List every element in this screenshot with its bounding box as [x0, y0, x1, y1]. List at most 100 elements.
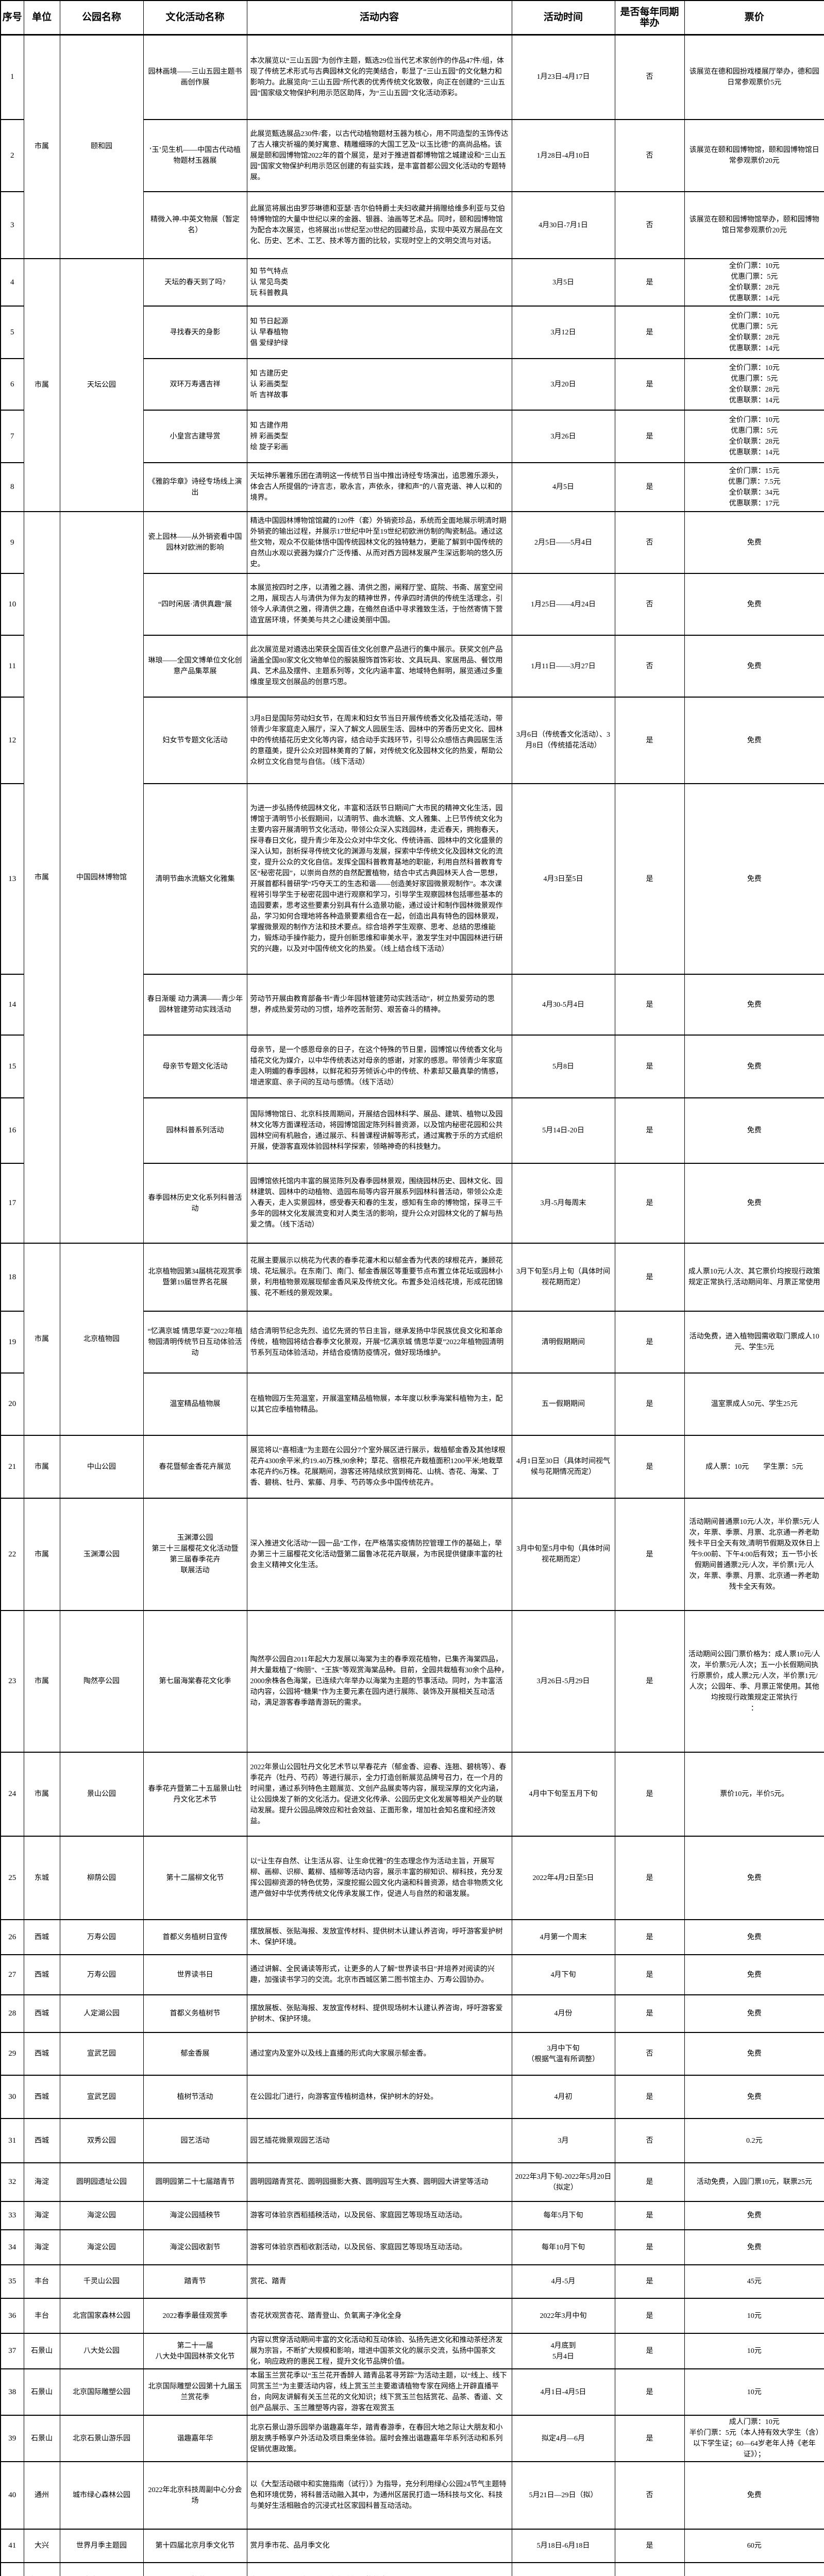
- annual-cell: 是: [614, 1243, 685, 1312]
- unit-cell: 市属: [23, 1243, 60, 1436]
- activity-name-cell: 春季花卉暨第二十五届景山牡丹文化艺术节: [143, 1752, 247, 1837]
- price-cell: 成人票10元/人次、其它票价均按现行政策规定正常执行,活动期间年、月票正常使用: [684, 1243, 824, 1312]
- seq-cell: 19: [0, 1311, 24, 1374]
- price-cell: 10元: [684, 2298, 824, 2334]
- table-row: 31 西城 双秀公园 园艺活动 园艺插花微景观园艺活动 3月否 0.2元: [0, 2118, 824, 2163]
- park-cell: 玉渊潭公园: [59, 1498, 144, 1611]
- activity-time-cell: 2022年3月下旬-2022年5月20日（拟定）: [511, 2162, 615, 2202]
- unit-cell: 石景山: [23, 2333, 60, 2369]
- annual-cell: 是: [614, 2415, 685, 2462]
- activity-time-cell: 清明假期期间: [511, 1311, 615, 1374]
- park-cell: 海淀公园: [59, 2201, 144, 2230]
- price-cell: 全价门票：10元 优惠门票：5元 全价联票：28元 优惠联票：14元: [684, 410, 824, 463]
- price-cell: 票价10元，半价5元。: [684, 1752, 824, 1837]
- annual-cell: 是: [614, 258, 685, 307]
- unit-cell: 丰台: [23, 2264, 60, 2299]
- price-cell: 免费: [684, 1919, 824, 1955]
- park-cell: 中国园林博物馆: [59, 511, 144, 1244]
- annual-cell: 是: [614, 2075, 685, 2119]
- activity-time-cell: 4月30-5月4日: [511, 974, 615, 1036]
- unit-cell: 石景山: [23, 2415, 60, 2462]
- price-cell: 免费: [684, 2461, 824, 2530]
- table-row: 9 市属 中国园林博物馆 瓷上园林——从外销瓷看中国园林对欧洲的影响 精选中国园林博物馆…: [0, 511, 824, 1244]
- price-cell: 免费: [684, 1035, 824, 1098]
- seq-cell: 6: [0, 358, 24, 411]
- unit-cell: 西城: [23, 1994, 60, 2033]
- activity-content-cell: 天坛神乐署雅乐团在清明这一传统节日当中推出诗经专场演出，追思雅乐源头，体会古人所…: [246, 462, 512, 512]
- activity-time-cell: 4月5日: [511, 462, 615, 512]
- activity-content-cell: 知 古建作用 辨 彩画类型 绘 旋子彩画: [246, 410, 512, 463]
- activity-time-cell: 1月25日——4月24日: [511, 573, 615, 636]
- seq-cell: 18: [0, 1243, 24, 1312]
- activity-name-cell: 谐趣嘉年华: [143, 2415, 247, 2462]
- header-activity-name: 文化活动名称: [143, 0, 247, 36]
- activity-time-cell: 每年5月下旬: [511, 2201, 615, 2230]
- seq-cell: 4: [0, 258, 24, 307]
- activity-content-cell: 展览将以“喜相逢”为主题在公园分7个室外展区进行展示，栽植郁金香及其他球根花卉4…: [246, 1435, 512, 1499]
- seq-cell: 37: [0, 2333, 24, 2369]
- activity-time-cell: 3月中下旬 （根据气温有所调整）: [511, 2032, 615, 2076]
- activity-time-cell: 5月21日—29日（拟）: [511, 2461, 615, 2530]
- park-cell: 中山公园: [59, 1435, 144, 1499]
- unit-cell: 市属: [23, 511, 60, 1244]
- activity-name-cell: “忆满京城 情思华夏”2022年植物园清明传统节日互动体验活动: [143, 1311, 247, 1374]
- activity-time-cell: 五一假期期间: [511, 1372, 615, 1436]
- park-cell: 天坛公园: [59, 258, 144, 512]
- activity-time-cell: 3月20日: [511, 358, 615, 411]
- table-row: 26 西城 万寿公园 首都义务植树日宣传 摆放展板、张贴海报、发放宣传材料、提供树木认建…: [0, 1919, 824, 1955]
- seq-cell: 28: [0, 1994, 24, 2033]
- activity-content-cell: 在植物园万生苑温室，开展温室精品植物展，本年度以秋季海棠科植物为主，配以其它应季…: [246, 1372, 512, 1436]
- seq-cell: 22: [0, 1498, 24, 1611]
- activity-time-cell: 4月3日至5日: [511, 783, 615, 975]
- activity-name-cell: 圆明园第二十七届踏青节: [143, 2162, 247, 2202]
- price-cell: 全价门票：15元 优惠门票：7.5元 全价联票：34元 优惠联票：17元: [684, 462, 824, 512]
- annual-cell: 否: [614, 635, 685, 698]
- annual-cell: 是: [614, 1311, 685, 1374]
- activity-time-cell: 3月6日（传统香文化活动）、3月8日（传统插花活动）: [511, 697, 615, 784]
- activity-time-cell: 2月5日——5月4日: [511, 511, 615, 574]
- table-row: 8 《雅韵华章》诗经专场线上演出 天坛神乐署雅乐团在清明这一传统节日当中推出诗经专场…: [0, 462, 824, 512]
- seq-cell: 8: [0, 462, 24, 512]
- activity-name-cell: 玉渊潭公园 第三十三届樱花文化活动暨 第三届春季花卉 联展活动: [143, 1498, 247, 1611]
- annual-cell: 否: [614, 191, 685, 259]
- activity-content-cell: 知 节气特点 认 常见鸟类 玩 科普教具: [246, 258, 512, 307]
- price-cell: 活动期间普通票10元/人次，半价票5元/人次，年票、季票、月票、北京通一养老助残…: [684, 1498, 824, 1611]
- table-row: 38 石景山 北京国际雕塑公园 北京国际雕塑公园第十九届玉兰赏花季 本届玉兰赏花季以“玉…: [0, 2368, 824, 2416]
- seq-cell: 16: [0, 1097, 24, 1164]
- table-row: 10 “四时闲居·清供真趣”展 本展览按四时之序，以清雅之器、清供之图，阐释厅堂、庭…: [0, 573, 824, 636]
- table-row: 34 海淀 海淀公园 海淀公园收割节 游客可体验京西稻收割活动，以及民俗、家庭园艺等现场…: [0, 2229, 824, 2265]
- activity-content-cell: 知 节日起源 认 早春植物 倡 爱绿护绿: [246, 306, 512, 359]
- table-row: 25 东城 柳荫公园 第十二届柳文化节 以“让生存自然、让生活从容、让生命优雅”的生态理…: [0, 1836, 824, 1920]
- activity-name-cell: 北京国际雕塑公园第十九届玉兰赏花季: [143, 2368, 247, 2416]
- annual-cell: 否: [614, 34, 685, 120]
- table-row: 40 通州 城市绿心森林公园 2022年北京科技周副中心分会场 以《大型活动碳中和实施指…: [0, 2461, 824, 2530]
- activity-content-cell: 花展主要展示以桃花为代表的春季花灌木和以郁金香为代表的球根花卉，兼顾花境、花坛展…: [246, 1243, 512, 1312]
- activity-content-cell: 园艺插花微景观园艺活动: [246, 2118, 512, 2163]
- seq-cell: 23: [0, 1610, 24, 1753]
- activity-content-cell: 此展览将展出由罗莎琳德和亚瑟·吉尔伯特爵士夫妇收藏并捐赠给维多利亚与艾伯特博物馆…: [246, 191, 512, 259]
- activity-name-cell: 第十二届柳文化节: [143, 1836, 247, 1920]
- table-row: 7 小皇宫古建导赏知 古建作用 辨 彩画类型 绘 旋子彩画 3月26日是全价门票：1…: [0, 410, 824, 463]
- activity-content-cell: 本届玉兰赏花季以“玉兰花开香醉人 踏青品茗寻芳踪”为活动主题，以“线上、线下同赏…: [246, 2368, 512, 2416]
- table-row: 35 丰台 千灵山公园 踏青节 赏花、踏青 4月-5月是 45元: [0, 2264, 824, 2299]
- activity-name-cell: 2022年北京科技周副中心分会场: [143, 2461, 247, 2530]
- activity-content-cell: 本次展览以“三山五园”为创作主题，甄选29位当代艺术家创作的作品47件/组，体现…: [246, 34, 512, 120]
- price-cell: 活动免费，入园门票10元，联票25元: [684, 2162, 824, 2202]
- annual-cell: 是: [614, 2229, 685, 2265]
- activity-time-cell: 4月-5月: [511, 2264, 615, 2299]
- price-cell: 免费: [684, 2229, 824, 2265]
- seq-cell: 21: [0, 1435, 24, 1499]
- activity-content-cell: 摆放展板、张贴海报、发放宣传材料、提供树木认建认养咨询，呼吁游客爱护树木、保护环…: [246, 1919, 512, 1955]
- seq-cell: 42: [0, 2562, 24, 2576]
- activity-content-cell: 知 古建历史 认 彩画类型 听 吉祥故事: [246, 358, 512, 411]
- annual-cell: 是: [614, 1610, 685, 1753]
- annual-cell: 是: [614, 462, 685, 512]
- table-row: 30 西城 宣武艺园 植树节活动 在公园北门进行，向游客宣传植树造林，保护树木的好处。 4…: [0, 2075, 824, 2119]
- activity-name-cell: 北京植物园第34届桃花观赏季暨第19届世界名花展: [143, 1243, 247, 1312]
- activity-name-cell: 园林画境——三山五园主题书画创作展: [143, 34, 247, 120]
- unit-cell: 西城: [23, 2118, 60, 2163]
- activity-content-cell: 3月8日是国际劳动妇女节，在周末和妇女节当日开展传统香文化及插花活动，带领青少年…: [246, 697, 512, 784]
- header-activity-time: 活动时间: [511, 0, 615, 36]
- seq-cell: 20: [0, 1372, 24, 1436]
- header-park-name: 公园名称: [59, 0, 144, 36]
